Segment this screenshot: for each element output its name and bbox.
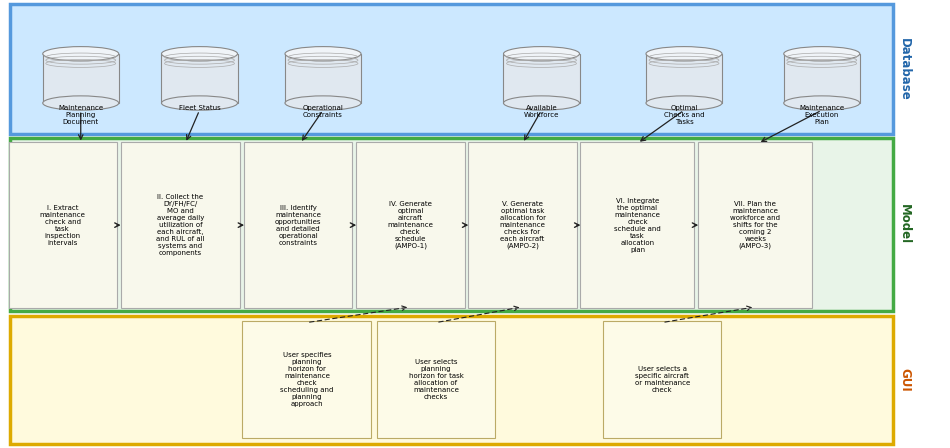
FancyBboxPatch shape: [9, 142, 117, 308]
Ellipse shape: [646, 47, 722, 61]
Ellipse shape: [646, 96, 722, 110]
Ellipse shape: [784, 47, 860, 61]
Text: VII. Plan the
maintenance
workforce and
shifts for the
coming 2
weeks
(AMPO-3): VII. Plan the maintenance workforce and …: [731, 201, 780, 250]
Text: Model: Model: [898, 204, 911, 245]
Text: III. Identify
maintenance
opportunities
and detailed
operational
constraints: III. Identify maintenance opportunities …: [276, 205, 321, 246]
Ellipse shape: [162, 96, 238, 110]
FancyBboxPatch shape: [10, 316, 893, 444]
Ellipse shape: [162, 47, 238, 61]
Ellipse shape: [504, 47, 580, 61]
Polygon shape: [504, 54, 580, 103]
FancyBboxPatch shape: [242, 321, 371, 438]
FancyBboxPatch shape: [377, 321, 495, 438]
Ellipse shape: [504, 96, 580, 110]
Text: GUI: GUI: [898, 368, 911, 392]
FancyBboxPatch shape: [121, 142, 240, 308]
FancyBboxPatch shape: [10, 4, 893, 134]
Text: Database: Database: [898, 38, 911, 101]
Polygon shape: [162, 54, 238, 103]
Text: V. Generate
optimal task
allocation for
maintenance
checks for
each aircraft
(AM: V. Generate optimal task allocation for …: [500, 201, 545, 250]
Text: Maintenance
Planning
Document: Maintenance Planning Document: [58, 105, 104, 125]
FancyBboxPatch shape: [356, 142, 465, 308]
FancyBboxPatch shape: [10, 138, 893, 311]
Polygon shape: [784, 54, 860, 103]
Polygon shape: [646, 54, 722, 103]
Text: Fleet Status: Fleet Status: [179, 105, 220, 111]
Ellipse shape: [285, 47, 361, 61]
Text: VI. Integrate
the optimal
maintenance
check
schedule and
task
allocation
plan: VI. Integrate the optimal maintenance ch…: [614, 198, 661, 253]
FancyBboxPatch shape: [698, 142, 812, 308]
Ellipse shape: [784, 96, 860, 110]
Text: I. Extract
maintenance
check and
task
inspection
intervals: I. Extract maintenance check and task in…: [40, 205, 86, 246]
Text: Maintenance
Execution
Plan: Maintenance Execution Plan: [799, 105, 845, 125]
Text: II. Collect the
DY/FH/FC/
MO and
average daily
utilization of
each aircraft,
and: II. Collect the DY/FH/FC/ MO and average…: [156, 194, 205, 256]
Ellipse shape: [43, 96, 119, 110]
FancyBboxPatch shape: [244, 142, 352, 308]
Polygon shape: [43, 54, 119, 103]
Text: User selects a
specific aircraft
or maintenance
check: User selects a specific aircraft or main…: [635, 366, 690, 393]
FancyBboxPatch shape: [468, 142, 577, 308]
Polygon shape: [285, 54, 361, 103]
Text: IV. Generate
optimal
aircraft
maintenance
check
schedule
(AMPO-1): IV. Generate optimal aircraft maintenanc…: [388, 201, 433, 250]
FancyBboxPatch shape: [580, 142, 694, 308]
Ellipse shape: [285, 96, 361, 110]
Text: Available
Workforce: Available Workforce: [523, 105, 560, 118]
Text: Operational
Constraints: Operational Constraints: [302, 105, 344, 118]
Ellipse shape: [43, 47, 119, 61]
Text: User specifies
planning
horizon for
maintenance
check
scheduling and
planning
ap: User specifies planning horizon for main…: [280, 352, 333, 407]
Text: User selects
planning
horizon for task
allocation of
maintenance
checks: User selects planning horizon for task a…: [408, 359, 464, 400]
Text: Optimal
Checks and
Tasks: Optimal Checks and Tasks: [664, 105, 704, 125]
FancyBboxPatch shape: [603, 321, 721, 438]
